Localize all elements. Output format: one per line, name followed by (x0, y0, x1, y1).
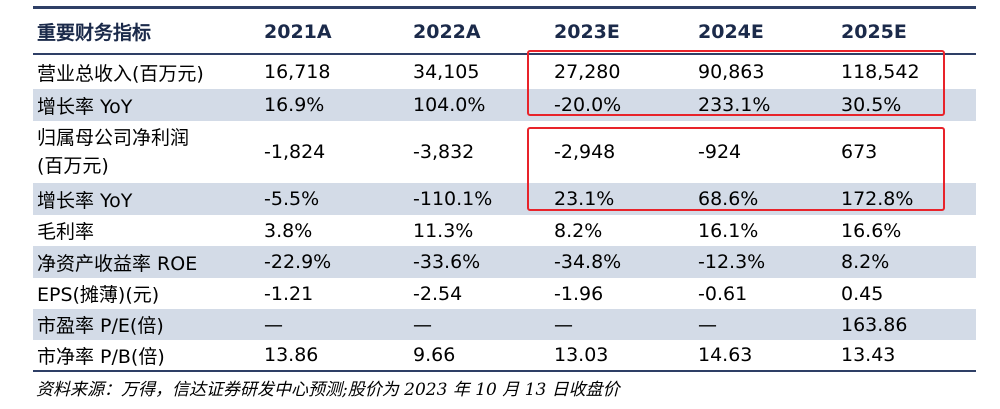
table-row-pe: 市盈率 P/E(倍) — — — — 163.86 (33, 309, 976, 340)
header-2023e: 2023E (554, 20, 620, 43)
cell-2022a: -3,832 (413, 141, 475, 163)
cell-2024e: -12.3% (698, 251, 766, 273)
table-row-net-profit: 归属母公司净利润 (百万元) -1,824 -3,832 -2,948 -924… (33, 121, 976, 183)
header-rule (33, 53, 976, 55)
cell-2021a: 16.9% (264, 94, 325, 116)
cell-2022a: — (413, 313, 432, 336)
row-label: 净资产收益率 ROE (37, 252, 198, 275)
row-label-line-2: (百万元) (37, 155, 109, 177)
table-row-roe: 净资产收益率 ROE -22.9% -33.6% -34.8% -12.3% 8… (33, 246, 976, 278)
row-label-line-1: 归属母公司净利润 (37, 127, 190, 149)
cell-2022a: -33.6% (413, 251, 481, 273)
cell-2021a: 13.86 (264, 344, 319, 366)
cell-2024e: 90,863 (698, 61, 765, 83)
cell-2025e: 172.8% (841, 188, 914, 210)
row-label: 归属母公司净利润 (百万元) (37, 121, 189, 183)
cell-2023e: 23.1% (554, 188, 615, 210)
header-2021a: 2021A (264, 20, 332, 43)
cell-2025e: 30.5% (841, 94, 902, 116)
header-2024e: 2024E (698, 20, 764, 43)
table-row-gross-margin: 毛利率 3.8% 11.3% 8.2% 16.1% 16.6% (33, 215, 976, 246)
cell-2022a: 34,105 (413, 61, 480, 83)
cell-2021a: — (264, 313, 283, 336)
cell-2024e: 68.6% (698, 188, 759, 210)
cell-2023e: -34.8% (554, 251, 622, 273)
cell-2022a: 9.66 (413, 344, 456, 366)
table-row-revenue: 营业总收入(百万元) 16,718 34,105 27,280 90,863 1… (33, 55, 976, 89)
row-label: 增长率 YoY (37, 95, 133, 118)
cell-2023e: -2,948 (554, 141, 616, 163)
highlight-box-revenue (527, 50, 945, 116)
cell-2024e: -0.61 (698, 282, 748, 305)
cell-2025e: 673 (841, 141, 878, 163)
row-label: EPS(摊薄)(元) (37, 284, 160, 306)
table-header: 重要财务指标 2021A 2022A 2023E 2024E 2025E (33, 9, 976, 54)
header-2022a: 2022A (413, 20, 481, 43)
bottom-rule (33, 370, 976, 372)
row-label: 市盈率 P/E(倍) (37, 315, 164, 337)
top-rule (33, 6, 976, 9)
cell-2025e: 8.2% (841, 251, 890, 273)
cell-2021a: -1.21 (264, 282, 314, 305)
row-label: 营业总收入(百万元) (37, 62, 204, 85)
cell-2024e: 14.63 (698, 344, 753, 366)
table-row-pb: 市净率 P/B(倍) 13.86 9.66 13.03 14.63 13.43 (33, 340, 976, 370)
row-label: 增长率 YoY (37, 189, 133, 212)
cell-2021a: -1,824 (264, 141, 326, 163)
cell-2021a: -5.5% (264, 188, 320, 210)
cell-2022a: 11.3% (413, 219, 474, 242)
cell-2022a: -2.54 (413, 282, 463, 305)
cell-2025e: 0.45 (841, 282, 884, 305)
cell-2023e: -1.96 (554, 282, 604, 305)
cell-2023e: — (554, 313, 573, 336)
cell-2022a: -110.1% (413, 188, 493, 210)
cell-2024e: — (698, 313, 717, 336)
cell-2024e: 16.1% (698, 219, 759, 242)
header-indicator: 重要财务指标 (37, 22, 152, 44)
cell-2025e: 118,542 (841, 61, 920, 83)
header-2025e: 2025E (841, 20, 907, 43)
cell-2023e: 8.2% (554, 219, 603, 242)
highlight-box-net-profit (527, 127, 945, 211)
cell-2025e: 16.6% (841, 219, 902, 242)
table-row-eps: EPS(摊薄)(元) -1.21 -2.54 -1.96 -0.61 0.45 (33, 278, 976, 309)
cell-2021a: -22.9% (264, 251, 332, 273)
cell-2022a: 104.0% (413, 94, 486, 116)
cell-2021a: 3.8% (264, 219, 313, 242)
row-label: 毛利率 (37, 221, 95, 243)
cell-2023e: 27,280 (554, 61, 621, 83)
cell-2024e: -924 (698, 141, 742, 163)
cell-2025e: 13.43 (841, 344, 896, 366)
source-note: 资料来源：万得，信达证券研发中心预测;股价为 2023 年 10 月 13 日收… (36, 380, 620, 400)
row-label: 市净率 P/B(倍) (37, 345, 165, 368)
cell-2023e: 13.03 (554, 344, 609, 366)
cell-2024e: 233.1% (698, 94, 771, 116)
cell-2025e: 163.86 (841, 313, 908, 336)
cell-2021a: 16,718 (264, 61, 331, 83)
cell-2023e: -20.0% (554, 94, 622, 116)
